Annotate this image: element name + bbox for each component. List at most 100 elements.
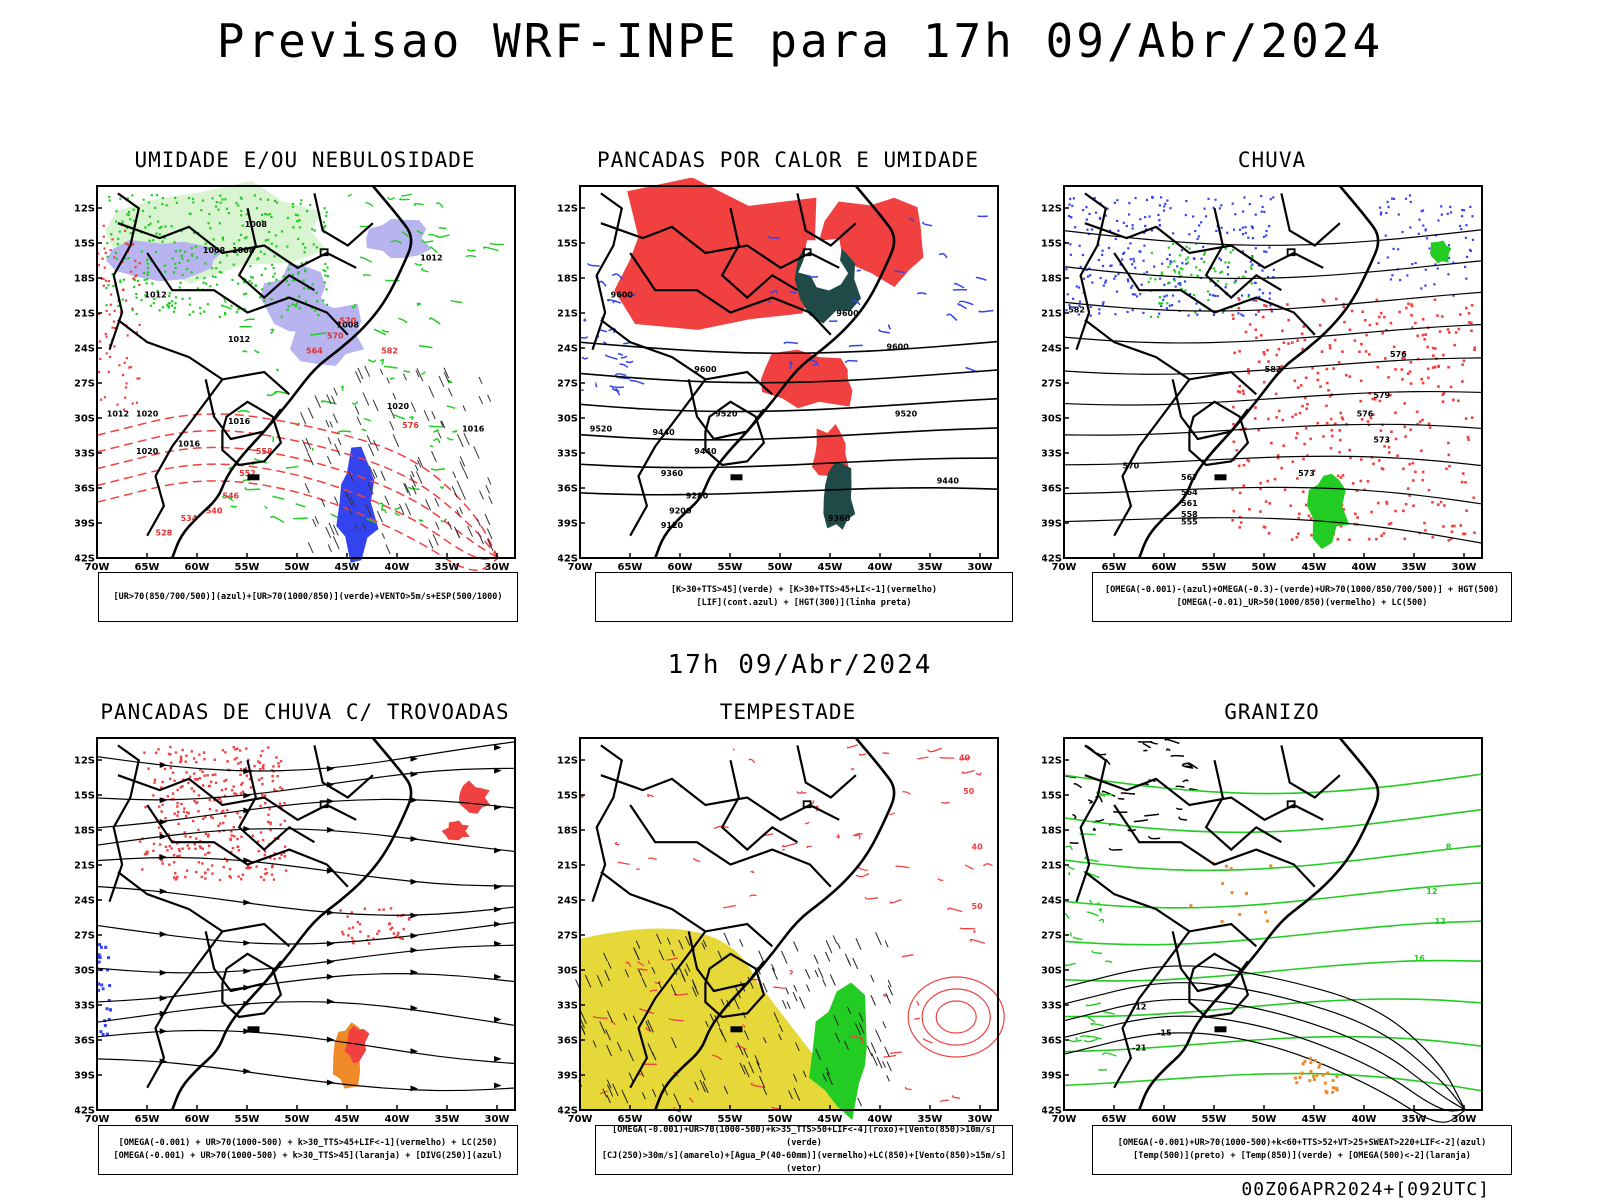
humidity-cell bbox=[147, 266, 150, 270]
omega-cell bbox=[1247, 294, 1250, 297]
thunderstorm-cell bbox=[263, 850, 267, 853]
wind-vector bbox=[720, 1029, 727, 1043]
omega-cell bbox=[1389, 278, 1393, 281]
humidity-cell bbox=[275, 201, 279, 204]
rain-cell bbox=[1392, 345, 1396, 349]
rain-cell bbox=[1404, 306, 1408, 310]
humidity-cell bbox=[219, 201, 222, 204]
wind-vector bbox=[606, 1094, 611, 1104]
thunderstorm-cell bbox=[169, 745, 172, 749]
humidity-cell bbox=[237, 247, 240, 250]
thunderstorm-cell bbox=[277, 762, 280, 765]
rain-cell bbox=[1328, 394, 1332, 398]
omega-cell bbox=[1065, 268, 1068, 271]
humidity-cell bbox=[309, 203, 312, 207]
contour-label: 9600 bbox=[836, 309, 859, 318]
precipitable-water-contour bbox=[748, 758, 756, 764]
omega-cell bbox=[1247, 236, 1250, 239]
humidity-cell bbox=[236, 253, 239, 256]
precipitable-water-contour bbox=[969, 938, 986, 944]
humidity-contour bbox=[429, 317, 441, 325]
contour-label: 50 bbox=[972, 902, 984, 911]
wind-vector bbox=[437, 432, 442, 439]
omega-cell bbox=[1145, 228, 1148, 231]
flow-arrow bbox=[243, 1028, 251, 1035]
temperature-500-contour bbox=[1063, 998, 1466, 1111]
wind-vector bbox=[462, 405, 467, 412]
flow-line bbox=[96, 1001, 516, 1027]
thunderstorm-cell bbox=[258, 761, 262, 764]
rain-cell bbox=[1387, 376, 1390, 379]
omega-cell bbox=[1163, 205, 1166, 208]
lat-tick-label: 30S bbox=[1042, 414, 1062, 425]
rain-cell bbox=[1316, 421, 1320, 425]
humidity-cell bbox=[313, 229, 316, 232]
wind-vector bbox=[887, 979, 892, 988]
rain-cell bbox=[1423, 338, 1426, 341]
thunderstorm-cell bbox=[224, 814, 227, 818]
rain-cell bbox=[1304, 427, 1308, 430]
omega-cell bbox=[1428, 247, 1431, 250]
omega-cell bbox=[1224, 864, 1228, 868]
contour-label: 564 bbox=[1181, 488, 1198, 497]
thickness-contour bbox=[96, 446, 499, 559]
thunderstorm-cell bbox=[221, 809, 225, 813]
wind-vector bbox=[623, 1012, 628, 1021]
rain-cell bbox=[1239, 521, 1243, 524]
wind-vector bbox=[434, 497, 440, 507]
temperature-500-contour bbox=[1101, 790, 1116, 798]
humidity-cell bbox=[219, 261, 222, 264]
wind-vector bbox=[461, 491, 466, 500]
omega-cell bbox=[1089, 314, 1092, 317]
omega-strong-cell bbox=[1229, 251, 1232, 254]
contour-label: 9600 bbox=[611, 291, 634, 300]
wind-vector bbox=[886, 1061, 892, 1072]
humidity-cell bbox=[264, 267, 267, 270]
humidity-cell bbox=[133, 278, 136, 282]
lat-tick-label: 15S bbox=[558, 791, 578, 802]
rain-cell bbox=[1267, 417, 1270, 421]
rain-cell bbox=[1275, 353, 1279, 357]
lon-tick-label: 70W bbox=[568, 562, 593, 573]
omega-strong-cell bbox=[1178, 270, 1181, 274]
wind-vector bbox=[301, 439, 309, 453]
rain-cell bbox=[1311, 366, 1314, 370]
thunderstorm-cell bbox=[270, 769, 274, 772]
humidity-cell bbox=[127, 210, 131, 214]
wind-vector bbox=[781, 999, 787, 1009]
thunderstorm-cell bbox=[281, 787, 284, 791]
omega-cell bbox=[1321, 1073, 1325, 1077]
omega-cell bbox=[1333, 1086, 1337, 1090]
wind-vector bbox=[709, 1013, 715, 1022]
omega-cell bbox=[1465, 255, 1469, 259]
omega-strong-cell bbox=[1160, 273, 1163, 276]
wind-vector bbox=[459, 506, 463, 514]
humidity-cell bbox=[273, 272, 276, 275]
omega-cell bbox=[1139, 218, 1142, 221]
contour-label: 9360 bbox=[828, 514, 851, 523]
thunderstorm-cell bbox=[223, 794, 227, 798]
divergence-cell bbox=[97, 982, 101, 986]
omega-cell bbox=[1215, 229, 1218, 232]
omega-cell bbox=[1098, 312, 1101, 315]
state-border bbox=[1280, 193, 1341, 247]
flow-arrow bbox=[159, 854, 168, 861]
omega-cell bbox=[1301, 1062, 1305, 1066]
omega-cell bbox=[1452, 294, 1455, 297]
precipitable-water-contour bbox=[927, 747, 942, 753]
thunderstorm-cell bbox=[184, 760, 187, 763]
wind-vector bbox=[314, 395, 321, 408]
map-boundaries bbox=[1075, 185, 1380, 559]
humidity-contour bbox=[416, 229, 424, 235]
instability-field bbox=[823, 462, 856, 530]
legend-box: [OMEGA(-0.001)+UR>70(1000-500)+k>35_TTS>… bbox=[595, 1125, 1013, 1175]
humidity-cell bbox=[237, 308, 240, 311]
humidity-cell bbox=[261, 288, 264, 291]
thunderstorm-cell bbox=[183, 807, 186, 810]
thunderstorm-cell bbox=[200, 875, 203, 879]
humidity-cell bbox=[270, 242, 273, 245]
temperature-850-contour bbox=[1063, 920, 1483, 946]
omega-cell bbox=[1203, 207, 1206, 210]
thickness-contour bbox=[123, 408, 126, 411]
